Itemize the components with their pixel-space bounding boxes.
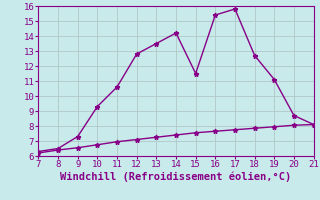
- X-axis label: Windchill (Refroidissement éolien,°C): Windchill (Refroidissement éolien,°C): [60, 172, 292, 182]
